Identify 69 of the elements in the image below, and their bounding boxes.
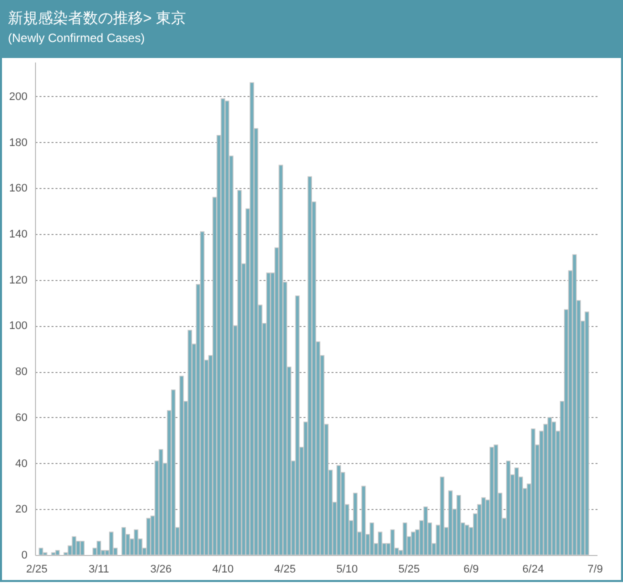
x-tick-label: 6/9 (463, 564, 479, 576)
x-tick-label: 7/9 (588, 564, 603, 576)
y-tick-label: 20 (15, 504, 28, 516)
bar (494, 444, 498, 556)
bar (121, 527, 126, 556)
y-tick-label: 60 (15, 412, 28, 424)
bar (308, 176, 312, 556)
bar (353, 492, 358, 556)
bar (295, 295, 300, 556)
bar (220, 98, 226, 556)
x-tick-label: 5/10 (336, 564, 358, 576)
y-tick-label: 100 (9, 320, 28, 332)
bar (547, 417, 552, 556)
bar (266, 272, 271, 556)
bar (530, 428, 536, 556)
x-tick-label: 4/25 (274, 564, 296, 576)
y-tick-label: 140 (9, 228, 28, 240)
bar (370, 522, 374, 556)
bar (464, 524, 470, 556)
bar (506, 460, 511, 556)
y-tick-label: 0 (21, 550, 28, 562)
bar (80, 540, 85, 556)
y-tick-label: 80 (15, 366, 28, 378)
bar (361, 486, 366, 556)
bar (378, 532, 382, 556)
bar (440, 476, 444, 556)
bar (146, 518, 151, 556)
x-tick-label: 5/25 (398, 564, 420, 576)
bar (200, 231, 204, 556)
x-tick-label: 6/24 (522, 564, 544, 576)
bar (188, 330, 192, 556)
bar (402, 522, 408, 556)
x-tick-label: 4/10 (212, 564, 234, 576)
bar (51, 552, 56, 556)
bar (456, 494, 461, 556)
x-tick-label: 2/25 (26, 564, 48, 576)
bar (76, 540, 80, 556)
y-tick-label: 120 (9, 274, 28, 286)
bar (38, 548, 44, 556)
y-tick-label: 180 (9, 136, 28, 149)
bar (158, 449, 164, 556)
bar (171, 390, 176, 556)
bar (584, 312, 590, 556)
bar (514, 467, 519, 556)
bar (490, 446, 494, 556)
bar (134, 529, 138, 556)
bar (109, 532, 114, 556)
bar (336, 465, 341, 556)
bar (96, 540, 102, 556)
x-tick-label: 3/11 (88, 564, 110, 576)
bar (423, 506, 428, 556)
y-tick-label: 40 (15, 458, 28, 470)
y-tick-label: 160 (9, 182, 28, 195)
bar (72, 536, 76, 556)
bar (237, 190, 242, 556)
bar (448, 490, 453, 556)
x-tick-label: 3/26 (150, 564, 172, 576)
bar (224, 100, 230, 556)
bar (250, 82, 254, 556)
bar (278, 164, 284, 556)
bar (55, 550, 60, 556)
bar (410, 532, 416, 556)
chart-subtitle: (Newly Confirmed Cases) (8, 30, 146, 47)
chart-title: 新規感染者数の推移> 東京 (8, 9, 187, 29)
bar (179, 376, 184, 556)
bar (481, 497, 486, 556)
bar (390, 529, 395, 556)
bar (572, 254, 577, 556)
y-tick-label: 200 (9, 90, 28, 103)
